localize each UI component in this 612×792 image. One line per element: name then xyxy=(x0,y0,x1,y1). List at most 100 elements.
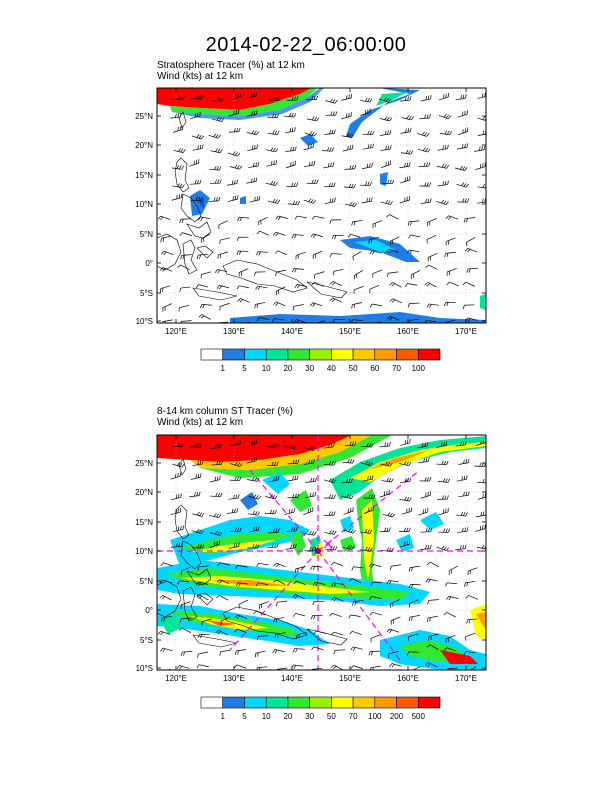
panel1-wind-barb xyxy=(285,160,296,169)
panel1-wind-barb xyxy=(286,96,299,101)
panel2-lat-label: 10°N xyxy=(135,547,153,556)
panel2-wind-barb xyxy=(324,461,336,466)
panel2-wind-barb xyxy=(248,526,260,533)
panel2-wind-barb xyxy=(379,489,390,498)
panel1-wind-barb xyxy=(400,149,414,155)
panel1-wind-barb xyxy=(438,92,449,101)
panel2-wind-barb xyxy=(399,496,412,502)
panel2-wind-barb xyxy=(230,461,243,467)
panel1-wind-barb xyxy=(360,181,372,186)
panel2-wind-barb xyxy=(425,578,438,583)
panel1-wind-barb xyxy=(445,237,456,246)
panel1-wind-barb xyxy=(446,268,457,276)
panel2-wind-barb xyxy=(255,582,269,587)
panel1-wind-barb xyxy=(400,175,411,184)
panel1-colorbar-box xyxy=(265,348,289,361)
panel1-wind-barb xyxy=(380,130,392,136)
panel1-wind-barb xyxy=(246,177,258,184)
panel2-wind-barb xyxy=(209,540,220,548)
panel2-wind-barb xyxy=(190,443,203,448)
panel2-wind-barb xyxy=(398,527,411,532)
panel1-wind-barb xyxy=(216,285,230,290)
panel2-wind-barb xyxy=(388,651,399,658)
panel1-wind-barb xyxy=(372,220,383,229)
panel2-wind-barb xyxy=(381,477,394,483)
panel2-wind-barb xyxy=(436,460,449,466)
panel2-wind-barb xyxy=(417,442,429,449)
panel2-wind-barb xyxy=(362,475,374,482)
panel1-wind-barb xyxy=(284,127,296,134)
panel2-wind-barb xyxy=(273,579,286,585)
panel1-wind-barb xyxy=(246,110,258,117)
panel2-wind-barb xyxy=(238,599,249,609)
panel1-wind-barb xyxy=(417,131,430,137)
panel2-wind-barb xyxy=(370,581,383,587)
panel2-wind-barb xyxy=(246,439,257,447)
panel1-wind-barb xyxy=(311,281,324,287)
panel2-wind-barb xyxy=(448,565,459,575)
panel2-wind-barb xyxy=(420,544,432,550)
panel1-colorbar: 1 5 10 20 30 40 50 60 70 100 xyxy=(200,348,441,373)
panel1-wind-barb xyxy=(228,127,241,133)
panel1-wind-barb xyxy=(362,143,374,150)
panel1-colorbar-box xyxy=(200,348,224,361)
panel1-wind-barb xyxy=(249,195,261,203)
panel2-lat-label: 10°S xyxy=(136,664,153,673)
panel2-wind-barb xyxy=(342,544,355,550)
panel2-wind-barb xyxy=(310,565,323,571)
panel2-wind-barb xyxy=(438,528,451,533)
panel2-wind-barb xyxy=(436,545,450,551)
panel1-wind-barb xyxy=(227,195,239,202)
panel1-wind-barb xyxy=(407,220,420,226)
panel2-wind-barb xyxy=(284,508,295,515)
panel2-lat-label: 25°N xyxy=(135,459,153,468)
panel2-wind-barb xyxy=(209,530,223,536)
panel2-wind-barb xyxy=(211,460,223,466)
panel1-wind-barb xyxy=(180,320,192,323)
panel1-wind-barb xyxy=(243,321,250,323)
panel1-wind-barb xyxy=(446,281,459,287)
panel2-wind-barb xyxy=(464,580,476,587)
panel1-wind-barb xyxy=(190,196,203,201)
panel1-wind-barb xyxy=(312,250,323,259)
panel1-wind-barb xyxy=(389,298,402,304)
panel2-wind-barb xyxy=(160,562,173,567)
panel1-wind-barb xyxy=(438,113,452,120)
panel2-colorbar-label: 5 xyxy=(242,712,247,721)
panel1-wind-barb xyxy=(172,125,184,133)
panel1-lat-label: 25°N xyxy=(135,112,153,121)
panel2-wind-barb xyxy=(399,540,410,548)
panel1-wind-barb xyxy=(380,145,392,151)
panel1-wind-barb xyxy=(210,148,223,154)
panel2-wind-barb xyxy=(380,461,393,467)
panel2-wind-barb xyxy=(303,507,314,515)
panel2-wind-barb xyxy=(274,632,286,638)
panel2-wind-barb xyxy=(273,617,285,623)
panel2-wind-barb xyxy=(437,478,451,483)
panel1-wind-barb xyxy=(171,165,184,170)
panel1-wind-barb xyxy=(344,164,357,170)
panel1-wind-barb xyxy=(246,130,260,136)
panel2-wind-barb xyxy=(465,595,478,600)
panel2-wind-barb xyxy=(196,664,209,669)
panel2-wind-barb xyxy=(408,565,420,572)
panel2-frame xyxy=(156,434,487,671)
panel1-wind-barb xyxy=(291,234,304,239)
panel2-title: 8-14 km column ST Tracer (%) Wind (kts) … xyxy=(157,406,293,428)
panel1-wind-barb xyxy=(436,163,450,169)
panel2-wind-barb xyxy=(208,513,222,519)
panel1-wind-barb xyxy=(331,234,344,240)
panel2-wind-barb xyxy=(248,494,262,500)
panel1-lat-label: 5°S xyxy=(140,289,153,298)
panel1-wind-barb xyxy=(171,193,183,201)
panel1-wind-barb xyxy=(323,182,336,188)
panel2-wind-barb xyxy=(408,583,421,589)
panel1-wind-barb xyxy=(386,214,399,220)
panel2-wind-barb xyxy=(170,472,181,480)
panel2-wind-barb xyxy=(287,493,300,499)
panel1-lat-label: 20°N xyxy=(135,141,153,150)
panel2-wind-barb xyxy=(179,617,192,623)
panel2-wind-barb xyxy=(266,461,279,466)
panel2-wind-barb xyxy=(389,663,402,668)
panel1-wind-barb xyxy=(272,318,285,323)
